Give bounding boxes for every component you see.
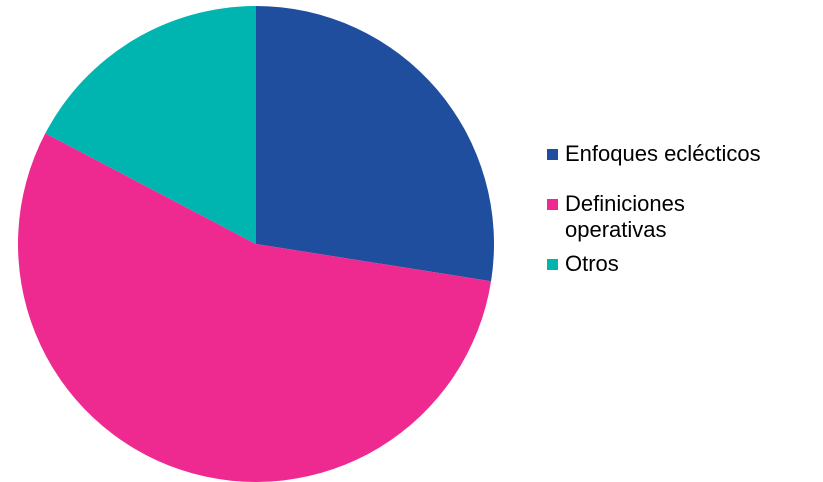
chart-legend: Enfoques eclécticos Definiciones operati… bbox=[547, 141, 817, 277]
legend-swatch-otros bbox=[547, 259, 558, 270]
legend-label: Enfoques eclécticos bbox=[565, 141, 761, 166]
legend-swatch-definiciones-operativas bbox=[547, 199, 558, 210]
legend-item-definiciones-operativas: Definiciones operativas bbox=[547, 191, 745, 243]
legend-label: Otros bbox=[565, 251, 619, 276]
legend-swatch-enfoques-eclecticos bbox=[547, 149, 558, 160]
pie-slice-enfoques-eclecticos bbox=[256, 6, 494, 282]
pie-slice-otros bbox=[45, 6, 257, 244]
legend-label: Definiciones operativas bbox=[565, 191, 685, 242]
legend-item-enfoques-eclecticos: Enfoques eclécticos bbox=[547, 141, 817, 167]
legend-item-otros: Otros bbox=[547, 251, 817, 277]
pie-slice-definiciones-operativas bbox=[18, 133, 492, 482]
